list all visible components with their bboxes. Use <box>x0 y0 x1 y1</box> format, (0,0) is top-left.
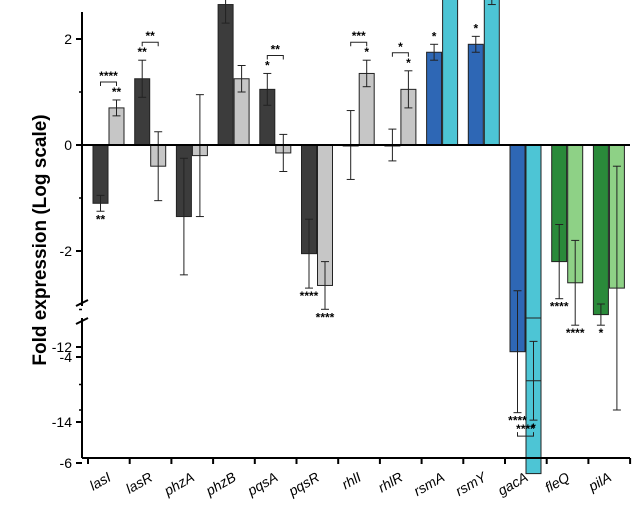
significance-bracket <box>517 432 534 437</box>
y-tick-label: 0 <box>64 137 72 153</box>
y-tick-label: -6 <box>60 455 73 471</box>
bar-rsmY-b <box>483 0 500 146</box>
significance-bracket <box>350 41 368 47</box>
significance-label: * <box>265 58 270 72</box>
significance-label: **** <box>550 300 569 314</box>
bracket-label: * <box>398 40 403 54</box>
bracket-label: ** <box>146 29 156 43</box>
significance-label: ** <box>96 212 106 226</box>
significance-label: * <box>432 29 437 43</box>
axis-break-mark <box>75 299 89 307</box>
significance-bracket <box>141 41 159 47</box>
x-category-label: pqsR <box>285 469 322 500</box>
x-category-label: pilA <box>585 469 614 495</box>
significance-label: * <box>364 45 369 59</box>
x-category-label: rhlI <box>339 469 364 493</box>
bar-lasI-a <box>92 144 109 204</box>
x-category-label: fleQ <box>542 469 572 496</box>
significance-label: * <box>473 21 478 35</box>
significance-label: * <box>531 421 536 435</box>
x-category-label: rhlR <box>375 469 405 496</box>
bar-phzB-a <box>217 4 234 146</box>
y-tick-label: -12 <box>52 339 72 355</box>
significance-label: **** <box>316 310 335 324</box>
significance-label: **** <box>300 289 319 303</box>
x-category-label: rsmY <box>453 468 491 499</box>
x-category-label: lasR <box>123 469 155 497</box>
x-category-label: rsmA <box>411 469 447 499</box>
significance-label: ** <box>112 85 122 99</box>
significance-bracket <box>391 52 409 57</box>
y-tick-label: 2 <box>64 31 72 47</box>
bracket-label: ** <box>271 42 281 56</box>
bar-rsmA-a <box>426 51 443 146</box>
bracket-label: **** <box>99 69 118 83</box>
bar-rsmY-a <box>467 43 484 146</box>
x-category-label: pqsA <box>244 469 281 499</box>
significance-label: * <box>599 326 604 340</box>
significance-bracket <box>266 54 284 60</box>
significance-label: ** <box>138 45 148 59</box>
y-tick-label: -14 <box>52 414 72 430</box>
x-category-label: lasI <box>87 469 114 494</box>
x-category-label: gacA <box>495 469 531 499</box>
bracket-label: **** <box>516 422 535 436</box>
x-category-label: phzB <box>202 469 239 499</box>
significance-bracket <box>100 81 117 86</box>
significance-label: **** <box>566 326 585 340</box>
x-category-label: phzA <box>160 469 197 499</box>
y-tick-label: -4 <box>60 349 73 365</box>
y-tick-label: -2 <box>60 243 73 259</box>
bar-rsmA-b <box>442 0 459 146</box>
significance-label: **** <box>508 414 527 428</box>
bar-pilA-a <box>592 144 609 316</box>
significance-label: * <box>406 56 411 70</box>
bracket-label: *** <box>352 29 366 43</box>
y-axis-title: Fold expression (Log scale) <box>30 114 51 365</box>
